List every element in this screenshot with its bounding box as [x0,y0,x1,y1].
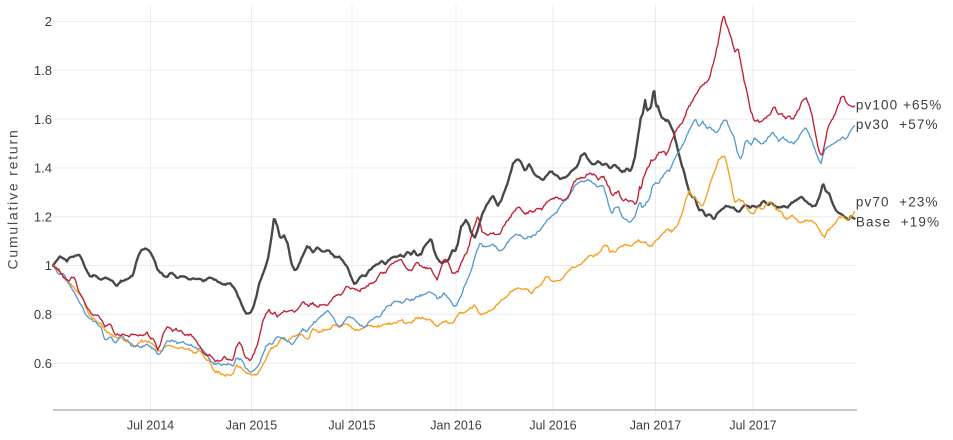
svg-text:pv100 +65%: pv100 +65% [856,97,942,112]
svg-text:pv70 +23%: pv70 +23% [856,195,939,210]
svg-text:0.8: 0.8 [34,307,52,322]
svg-text:1.8: 1.8 [34,63,52,78]
svg-text:1: 1 [45,258,52,273]
svg-text:1.4: 1.4 [34,161,52,176]
svg-text:Jul 2017: Jul 2017 [729,418,776,432]
svg-text:Jan 2017: Jan 2017 [630,418,681,432]
svg-text:0.6: 0.6 [34,356,52,371]
svg-text:Jul 2015: Jul 2015 [328,418,375,432]
svg-text:2: 2 [45,14,52,29]
svg-text:Jan 2016: Jan 2016 [430,418,481,432]
svg-text:Base +19%: Base +19% [856,214,940,229]
svg-text:Cumulative return: Cumulative return [5,128,21,269]
svg-text:Jan 2015: Jan 2015 [226,418,277,432]
svg-text:Jul 2014: Jul 2014 [127,418,174,432]
svg-text:Jul 2016: Jul 2016 [529,418,576,432]
svg-text:1.6: 1.6 [34,112,52,127]
svg-text:1.2: 1.2 [34,209,52,224]
svg-text:pv30 +57%: pv30 +57% [856,117,939,132]
